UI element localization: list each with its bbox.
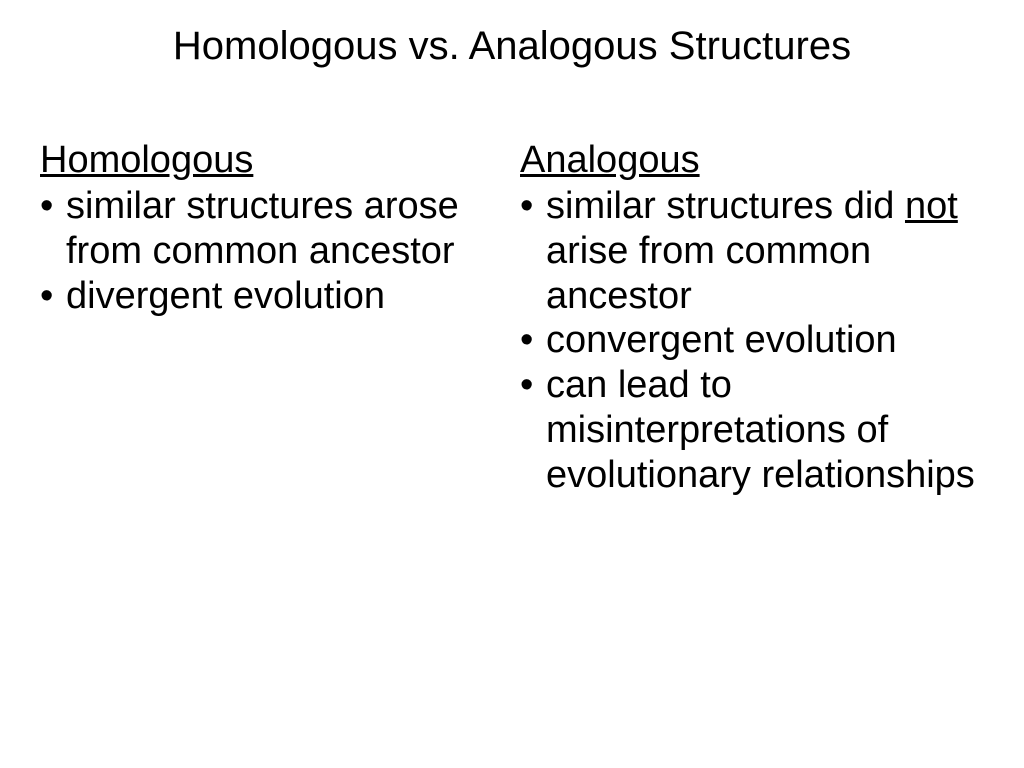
- list-item: divergent evolution: [40, 274, 510, 319]
- bullet-text: convergent evolution: [546, 319, 897, 361]
- bullet-text: similar structures did: [546, 185, 905, 227]
- list-item: convergent evolution: [520, 318, 980, 363]
- columns: Homologous similar structures arose from…: [0, 139, 1024, 498]
- left-column: Homologous similar structures arose from…: [40, 139, 510, 498]
- left-heading: Homologous: [40, 139, 510, 182]
- right-heading: Analogous: [520, 139, 980, 182]
- list-item: similar structures did not arise from co…: [520, 184, 980, 318]
- bullet-text: similar structures arose from common anc…: [66, 185, 459, 272]
- bullet-text: arise from common ancestor: [546, 230, 871, 317]
- right-column: Analogous similar structures did not ari…: [510, 139, 980, 498]
- bullet-text: divergent evolution: [66, 275, 385, 317]
- slide-title: Homologous vs. Analogous Structures: [0, 24, 1024, 69]
- left-list: similar structures arose from common anc…: [40, 184, 510, 318]
- right-list: similar structures did not arise from co…: [520, 184, 980, 498]
- list-item: can lead to misinterpretations of evolut…: [520, 363, 980, 497]
- bullet-text-underline: not: [905, 185, 958, 227]
- list-item: similar structures arose from common anc…: [40, 184, 510, 274]
- slide: Homologous vs. Analogous Structures Homo…: [0, 0, 1024, 768]
- bullet-text: can lead to misinterpretations of evolut…: [546, 364, 975, 496]
